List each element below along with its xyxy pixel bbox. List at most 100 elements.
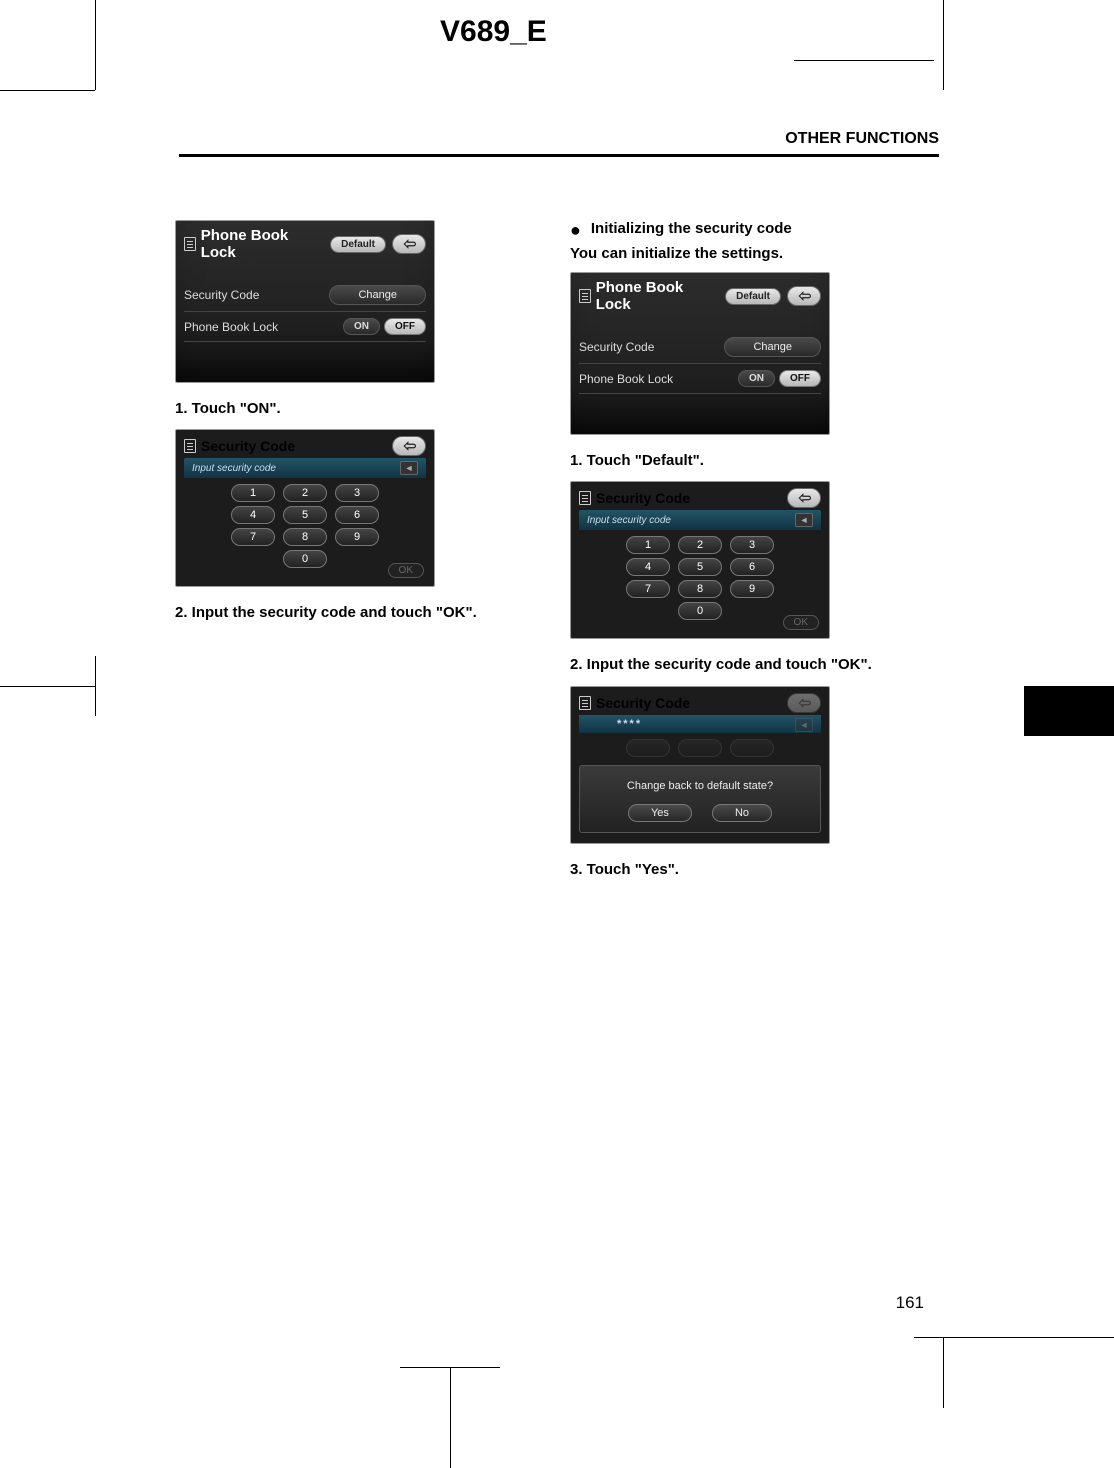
step-text: 1. Touch "Default". xyxy=(570,451,935,471)
list-icon xyxy=(579,696,591,710)
crop-mark xyxy=(943,0,944,90)
key-1[interactable]: 1 xyxy=(626,536,670,554)
crop-mark xyxy=(450,1368,451,1468)
key-4[interactable]: 4 xyxy=(626,558,670,576)
back-button xyxy=(787,693,821,713)
keypad-hint: Input security code xyxy=(587,515,671,526)
key-6[interactable]: 6 xyxy=(730,558,774,576)
delete-key: ◄ xyxy=(795,718,813,732)
yes-button[interactable]: Yes xyxy=(628,804,692,822)
keypad-keys: 1 2 3 4 5 6 7 8 9 0 xyxy=(579,536,821,620)
screen-title-text: Phone Book Lock xyxy=(596,279,719,313)
masked-code: **** xyxy=(587,718,642,730)
list-icon xyxy=(579,491,591,505)
key-0[interactable]: 0 xyxy=(678,602,722,620)
screen-title-text: Security Code xyxy=(201,438,295,454)
key-9[interactable]: 9 xyxy=(335,528,379,546)
screen-title: Security Code xyxy=(579,695,690,711)
key-5[interactable]: 5 xyxy=(678,558,722,576)
key-3[interactable]: 3 xyxy=(730,536,774,554)
back-button[interactable] xyxy=(787,286,821,306)
key-6[interactable]: 6 xyxy=(335,506,379,524)
back-arrow-icon xyxy=(797,697,811,709)
default-button[interactable]: Default xyxy=(330,236,386,253)
key-4[interactable]: 4 xyxy=(231,506,275,524)
step-text: 3. Touch "Yes". xyxy=(570,860,935,880)
phone-book-lock-screen: Phone Book Lock Default Security Code Ch… xyxy=(570,272,830,435)
ok-button[interactable]: OK xyxy=(783,615,819,630)
delete-key[interactable]: ◄ xyxy=(400,461,418,475)
ok-button[interactable]: OK xyxy=(388,563,424,578)
toggle-off[interactable]: OFF xyxy=(779,370,821,387)
bullet-icon: ● xyxy=(570,221,581,239)
toggle-on[interactable]: ON xyxy=(738,370,775,387)
key-0[interactable]: 0 xyxy=(283,550,327,568)
key-2[interactable]: 2 xyxy=(283,484,327,502)
dialog-message: Change back to default state? xyxy=(590,780,810,792)
phone-book-lock-label: Phone Book Lock xyxy=(184,320,278,334)
screen-title: Phone Book Lock xyxy=(579,279,719,313)
dimmed-keys xyxy=(579,739,821,757)
list-icon xyxy=(184,439,196,453)
change-button[interactable]: Change xyxy=(724,337,821,357)
keypad-keys: 1 2 3 4 5 6 7 8 9 0 xyxy=(184,484,426,568)
key-8[interactable]: 8 xyxy=(678,580,722,598)
step-text: 2. Input the security code and touch "OK… xyxy=(175,603,540,623)
key-1[interactable]: 1 xyxy=(231,484,275,502)
back-button[interactable] xyxy=(392,436,426,456)
screen-title-text: Security Code xyxy=(596,695,690,711)
screen-title: Phone Book Lock xyxy=(184,227,324,261)
right-column: ● Initializing the security code You can… xyxy=(570,220,935,890)
crop-mark xyxy=(0,686,95,687)
list-icon xyxy=(184,237,196,251)
bullet-title: Initializing the security code xyxy=(591,220,792,237)
key-9[interactable]: 9 xyxy=(730,580,774,598)
back-arrow-icon xyxy=(402,238,416,250)
keypad-hint: Input security code xyxy=(192,463,276,474)
back-button[interactable] xyxy=(787,488,821,508)
back-arrow-icon xyxy=(402,440,416,452)
dialog-box: Change back to default state? Yes No xyxy=(579,765,821,833)
key-7[interactable]: 7 xyxy=(231,528,275,546)
key-7[interactable]: 7 xyxy=(626,580,670,598)
screen-title-text: Phone Book Lock xyxy=(201,227,324,261)
delete-key[interactable]: ◄ xyxy=(795,513,813,527)
crop-mark xyxy=(914,1337,1114,1338)
screen-title: Security Code xyxy=(579,490,690,506)
screen-title: Security Code xyxy=(184,438,295,454)
crop-mark xyxy=(794,60,934,61)
back-arrow-icon xyxy=(797,492,811,504)
phone-book-lock-screen: Phone Book Lock Default Security Code Ch… xyxy=(175,220,435,383)
page-number: 161 xyxy=(896,1293,924,1313)
screen-title-text: Security Code xyxy=(596,490,690,506)
key-3[interactable]: 3 xyxy=(335,484,379,502)
security-code-keypad-screen: Security Code Input security code ◄ 1 2 … xyxy=(570,481,830,639)
security-code-keypad-screen: Security Code Input security code ◄ 1 2 … xyxy=(175,429,435,587)
crop-mark xyxy=(95,0,96,90)
toggle-on[interactable]: ON xyxy=(343,318,380,335)
thumb-index-tab xyxy=(1024,686,1114,736)
crop-mark xyxy=(0,90,95,91)
crop-mark xyxy=(95,656,96,716)
step-text: 1. Touch "ON". xyxy=(175,399,540,419)
back-button[interactable] xyxy=(392,234,426,254)
document-title: V689_E xyxy=(440,15,547,49)
key-2[interactable]: 2 xyxy=(678,536,722,554)
left-column: Phone Book Lock Default Security Code Ch… xyxy=(175,220,540,890)
no-button[interactable]: No xyxy=(712,804,772,822)
back-arrow-icon xyxy=(797,290,811,302)
key-5[interactable]: 5 xyxy=(283,506,327,524)
list-icon xyxy=(579,289,591,303)
default-button[interactable]: Default xyxy=(725,288,781,305)
security-code-label: Security Code xyxy=(579,340,654,354)
security-code-label: Security Code xyxy=(184,288,259,302)
key-8[interactable]: 8 xyxy=(283,528,327,546)
confirm-default-dialog: Security Code **** ◄ Change back to defa… xyxy=(570,686,830,844)
intro-text: You can initialize the settings. xyxy=(570,245,935,262)
section-header: OTHER FUNCTIONS xyxy=(179,130,939,157)
phone-book-lock-label: Phone Book Lock xyxy=(579,372,673,386)
step-text: 2. Input the security code and touch "OK… xyxy=(570,655,935,675)
change-button[interactable]: Change xyxy=(329,285,426,305)
crop-mark xyxy=(943,1338,944,1408)
toggle-off[interactable]: OFF xyxy=(384,318,426,335)
